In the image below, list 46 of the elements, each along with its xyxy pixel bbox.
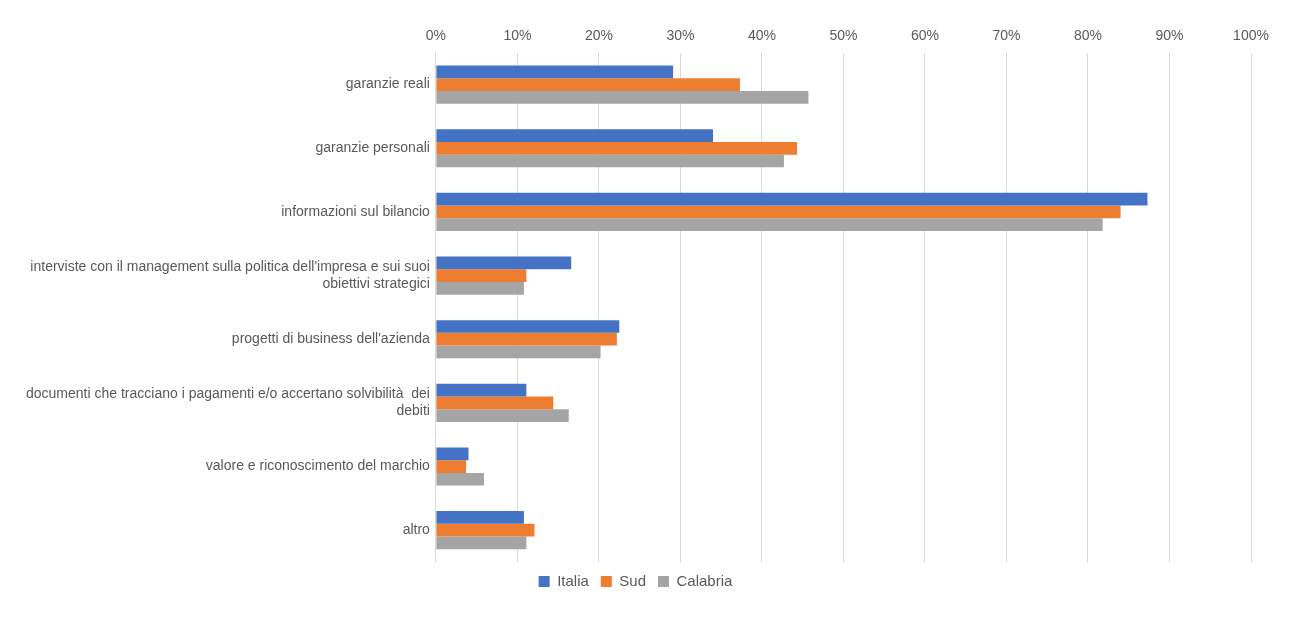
bar (436, 345, 601, 359)
x-tick-label: 90% (1155, 27, 1184, 44)
bar (436, 447, 469, 461)
y-tick-label: progetti di business dell'azienda (231, 330, 431, 347)
bar (436, 383, 527, 397)
y-tick-label: garanzie reali (345, 75, 430, 92)
bar (436, 141, 797, 155)
bar (436, 523, 535, 537)
y-tick-label: interviste con il management sulla politica dell'impresa e sui suoi obiettivi strategici (30, 258, 430, 291)
bar (436, 281, 524, 295)
legend-label: Calabria (676, 571, 734, 589)
bar (436, 511, 524, 524)
y-tick-label: garanzie personali (315, 139, 430, 156)
x-tick-label: 70% (992, 27, 1021, 44)
x-tick-label: 0% (425, 27, 447, 44)
bar (436, 65, 674, 79)
bar (436, 129, 714, 142)
bar (436, 332, 617, 346)
bar (436, 205, 1121, 219)
bar (436, 536, 527, 550)
x-tick-label: 60% (910, 27, 939, 44)
bar (436, 218, 1103, 232)
x-tick-label: 40% (747, 27, 776, 44)
legend-label: Italia (557, 571, 590, 589)
y-tick-label: valore e riconoscimento del marchio (205, 457, 431, 474)
y-tick-label: informazioni sul bilancio (281, 202, 431, 219)
legend-label: Sud (619, 571, 647, 589)
x-tick-label: 30% (666, 27, 695, 44)
bar (436, 192, 1148, 206)
y-tick-label: documenti che tracciano i pagamenti e/o accertano solvibilità dei debiti (25, 385, 430, 419)
bar (436, 396, 554, 410)
bar (436, 269, 527, 282)
bar (436, 78, 740, 91)
bar (436, 256, 572, 270)
x-tick-label: 10% (503, 27, 532, 44)
x-tick-label: 80% (1073, 27, 1102, 44)
bar (436, 320, 620, 333)
bar (436, 460, 467, 473)
bar (436, 154, 784, 168)
bar (436, 472, 484, 486)
bar (436, 409, 569, 422)
y-tick-label: altro (402, 521, 431, 538)
x-tick-label: 100% (1233, 27, 1269, 44)
x-tick-label: 50% (829, 27, 858, 44)
x-tick-label: 20% (584, 27, 613, 44)
bar (436, 90, 809, 104)
